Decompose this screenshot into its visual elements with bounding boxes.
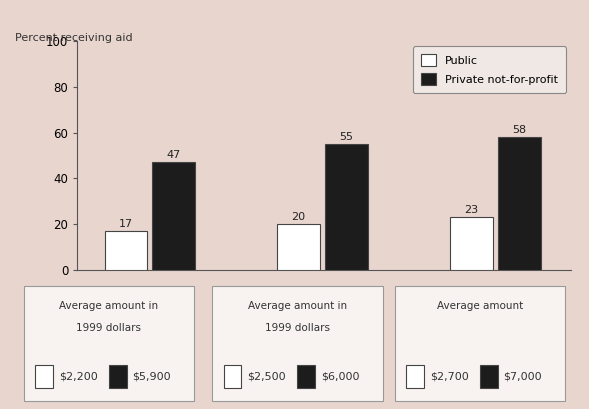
Text: $5,900: $5,900: [133, 371, 171, 381]
Text: 1999 dollars: 1999 dollars: [265, 323, 330, 333]
Bar: [498, 137, 541, 270]
Text: 23: 23: [465, 205, 479, 215]
Text: $2,500: $2,500: [247, 371, 286, 381]
Text: Average amount: Average amount: [437, 301, 523, 310]
Text: 1999 dollars: 1999 dollars: [77, 323, 141, 333]
Bar: [153, 162, 195, 270]
Legend: Public, Private not-for-profit: Public, Private not-for-profit: [413, 47, 566, 93]
Text: Percent receiving aid: Percent receiving aid: [15, 33, 133, 43]
Text: $2,700: $2,700: [430, 371, 469, 381]
Text: $7,000: $7,000: [504, 371, 542, 381]
Text: $6,000: $6,000: [321, 371, 359, 381]
Bar: [325, 144, 368, 270]
Text: 47: 47: [167, 150, 181, 160]
Text: 20: 20: [292, 212, 306, 222]
Text: $2,200: $2,200: [59, 371, 98, 381]
Bar: [104, 231, 147, 270]
Bar: [451, 217, 493, 270]
Text: 58: 58: [512, 125, 527, 135]
Text: 55: 55: [340, 132, 353, 142]
Bar: [277, 224, 320, 270]
Text: Average amount in: Average amount in: [248, 301, 347, 310]
Text: Average amount in: Average amount in: [59, 301, 158, 310]
Text: 17: 17: [119, 219, 133, 229]
